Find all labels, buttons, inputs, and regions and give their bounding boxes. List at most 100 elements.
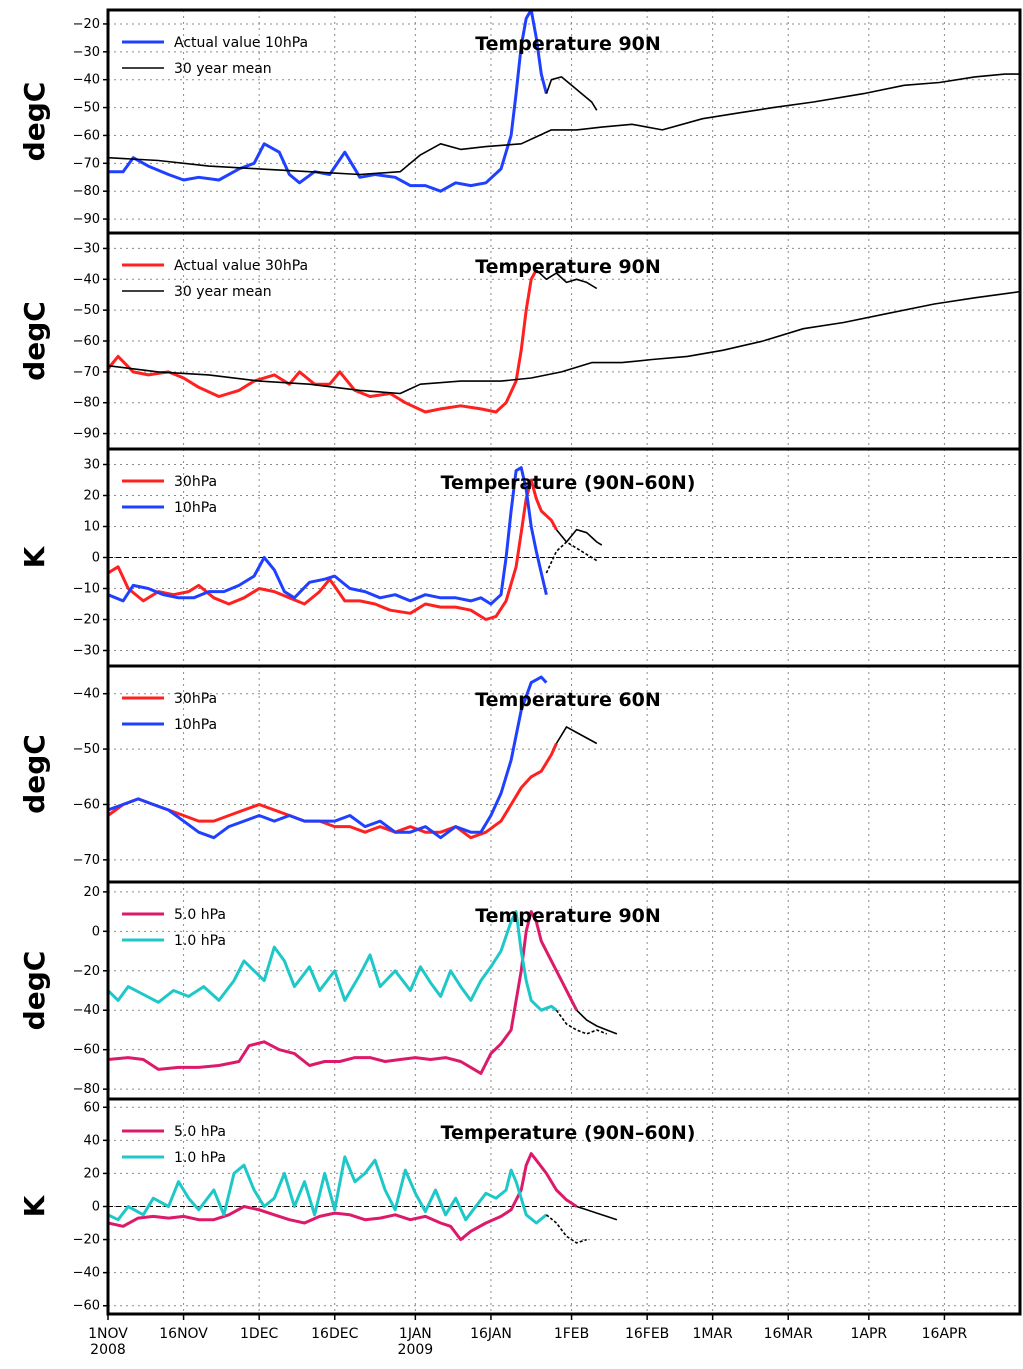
panel-4: −70 −60 −50 −40 degC 30hPa 10hPa Temperature 60… xyxy=(18,664,1022,884)
series-group xyxy=(108,675,598,840)
series-group xyxy=(108,10,1020,193)
y-tick-label: −30 xyxy=(73,45,100,60)
y-tick-label: −40 xyxy=(73,73,100,88)
forecast-line xyxy=(555,726,598,745)
y-axis-label: degC xyxy=(18,734,51,814)
series-line-30hpa xyxy=(108,742,558,840)
x-tick-label: 1DEC xyxy=(240,1326,279,1342)
forecast-line xyxy=(555,1009,608,1035)
forecast-line xyxy=(545,76,598,111)
y-tick-label: −60 xyxy=(73,1299,100,1314)
y-tick-label: 10 xyxy=(83,520,100,535)
legend-label: 30hPa xyxy=(174,691,217,707)
y-tick-label: −90 xyxy=(73,212,100,227)
x-tick-label: 16NOV xyxy=(159,1326,208,1342)
y-tick-label: −40 xyxy=(73,272,100,287)
series-line-10hpa xyxy=(108,466,548,606)
y-tick-label: −20 xyxy=(73,613,100,628)
series-group xyxy=(108,466,603,621)
series-line-1-0-hpa xyxy=(108,1155,548,1225)
panel-title: Temperature 90N xyxy=(475,905,661,927)
y-tick-label: −50 xyxy=(73,101,100,116)
legend-label: 30 year mean xyxy=(174,284,272,300)
y-tick-label: −50 xyxy=(73,742,100,757)
forecast-line xyxy=(555,528,603,546)
y-tick-label: −60 xyxy=(73,797,100,812)
y-tick-label: −50 xyxy=(73,303,100,318)
y-tick-label: −30 xyxy=(73,241,100,256)
series-line-actual-value-10hpa xyxy=(108,10,548,193)
y-tick-label: −70 xyxy=(73,365,100,380)
series-line-actual-value-30hpa xyxy=(108,269,538,414)
series-line-30-year-mean xyxy=(108,73,1020,176)
legend-label: 5.0 hPa xyxy=(174,907,226,923)
y-tick-label: −80 xyxy=(73,396,100,411)
panel-title: Temperature (90N–60N) xyxy=(441,472,696,494)
x-tick-label: 1APR xyxy=(851,1326,888,1342)
x-year-label: 2008 xyxy=(90,1342,126,1358)
y-tick-label: 40 xyxy=(83,1133,100,1148)
y-tick-label: 0 xyxy=(92,924,100,939)
legend-label: 5.0 hPa xyxy=(174,1124,226,1140)
y-axis-label: degC xyxy=(18,82,51,162)
x-tick-label: 1NOV xyxy=(88,1326,128,1342)
panel-frame xyxy=(106,1097,1022,1316)
y-tick-label: −10 xyxy=(73,582,100,597)
forecast-line xyxy=(545,1214,587,1244)
y-tick-label: 60 xyxy=(83,1100,100,1115)
panel-title: Temperature 60N xyxy=(475,689,661,711)
y-tick-label: −70 xyxy=(73,156,100,171)
panel-title: Temperature (90N–60N) xyxy=(441,1122,696,1144)
y-axis-label: K xyxy=(18,1194,51,1217)
panel-5: −80 −60 −40 −20 0 20 degC 5.0 hPa 1.0 hPa Tempera… xyxy=(18,880,1022,1101)
x-year-label: 2009 xyxy=(398,1342,434,1358)
x-tick-label: 16JAN xyxy=(470,1326,512,1342)
panel-1: −90 −80 −70 −60 −50 −40 −30 −20 degC Actual value… xyxy=(18,8,1022,235)
forecast-line xyxy=(576,1009,618,1035)
y-axis-label: degC xyxy=(18,951,51,1031)
x-tick-label: 16MAR xyxy=(764,1326,813,1342)
panel-6: −60 −40 −20 0 20 40 60 K 5.0 hPa 1.0 hPa Temperatu… xyxy=(18,1097,1022,1316)
y-tick-label: −40 xyxy=(73,1003,100,1018)
series-line-30hpa xyxy=(108,478,558,621)
legend-label: 30 year mean xyxy=(174,61,272,77)
y-tick-label: 0 xyxy=(92,551,100,566)
y-tick-label: −80 xyxy=(73,184,100,199)
series-line-30-year-mean xyxy=(108,290,1020,395)
legend-label: 1.0 hPa xyxy=(174,933,226,949)
legend-label: 10hPa xyxy=(174,500,217,516)
panel-title: Temperature 90N xyxy=(475,256,661,278)
x-tick-label: 1FEB xyxy=(554,1326,589,1342)
y-tick-label: 20 xyxy=(83,1166,100,1181)
y-tick-label: −20 xyxy=(73,17,100,32)
y-tick-label: 20 xyxy=(83,885,100,900)
series-group xyxy=(108,1152,618,1244)
panels-group: −90 −80 −70 −60 −50 −40 −30 −20 degC Actual value… xyxy=(18,8,1022,1316)
y-tick-label: 0 xyxy=(92,1200,100,1215)
series-line-5-0-hpa xyxy=(108,1152,578,1242)
y-tick-label: −60 xyxy=(73,128,100,143)
forecast-line xyxy=(576,1205,618,1221)
series-group xyxy=(108,910,618,1075)
y-tick-label: −30 xyxy=(73,644,100,659)
y-tick-label: −80 xyxy=(73,1082,100,1097)
y-tick-label: −20 xyxy=(73,964,100,979)
y-tick-label: −90 xyxy=(73,427,100,442)
y-tick-label: −40 xyxy=(73,687,100,702)
y-tick-label: 30 xyxy=(83,458,100,473)
panel-2: −90 −80 −70 −60 −50 −40 −30 degC Actual value 30… xyxy=(18,231,1022,451)
y-axis-label: K xyxy=(18,545,51,568)
panel-3: −30 −20 −10 0 10 20 30 K 30hPa 10hPa Temperature (… xyxy=(18,447,1022,668)
x-tick-label: 16APR xyxy=(922,1326,968,1342)
legend-label: Actual value 10hPa xyxy=(174,35,308,51)
legend-label: Actual value 30hPa xyxy=(174,258,308,274)
y-tick-label: −70 xyxy=(73,853,100,868)
y-axis-label: degC xyxy=(18,301,51,381)
y-tick-label: 20 xyxy=(83,489,100,504)
series-line-10hpa xyxy=(108,675,548,840)
y-tick-label: −60 xyxy=(73,1043,100,1058)
y-tick-label: −20 xyxy=(73,1233,100,1248)
series-group xyxy=(108,269,1020,414)
forecast-line xyxy=(535,269,598,290)
